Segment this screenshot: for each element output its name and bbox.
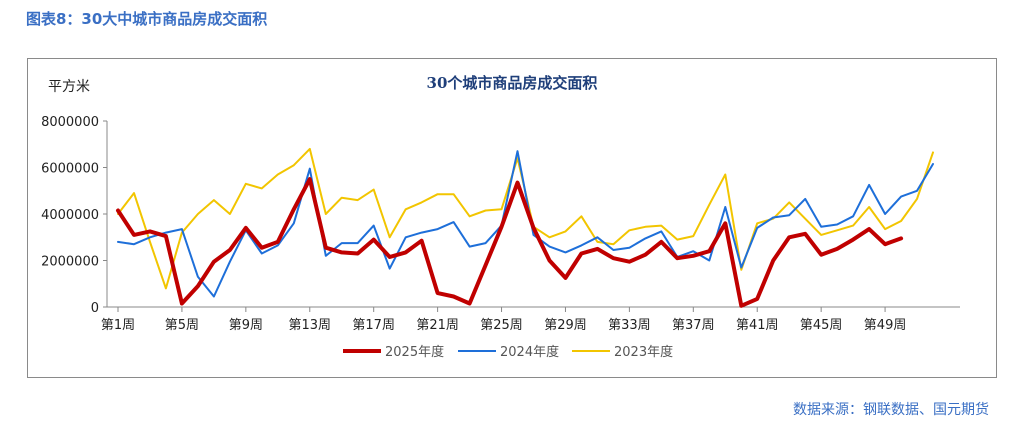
x-tick-label: 第17周: [352, 318, 395, 333]
y-tick-label: 2000000: [41, 255, 99, 270]
series-line-2024年度: [117, 150, 934, 298]
x-tick-label: 第21周: [416, 318, 459, 333]
x-tick-label: 第1周: [101, 318, 135, 333]
series-line-2023年度: [117, 147, 934, 290]
x-tick-label: 第25周: [480, 318, 523, 333]
x-tick-label: 第13周: [288, 318, 331, 333]
figure-title: 图表8：30大中城市商品房成交面积: [26, 10, 268, 28]
legend-label: 2023年度: [614, 344, 673, 360]
chart-title: 30个城市商品房成交面积: [427, 74, 598, 92]
legend-label: 2025年度: [385, 344, 444, 360]
data-source-note: 数据来源：钢联数据、国元期货: [793, 402, 989, 418]
x-tick-label: 第41周: [736, 318, 779, 333]
series-line-2025年度: [116, 177, 904, 308]
x-tick-label: 第37周: [672, 318, 715, 333]
x-tick-label: 第5周: [165, 318, 199, 333]
x-tick-label: 第33周: [608, 318, 651, 333]
y-axis-unit-label: 平方米: [48, 79, 90, 95]
x-tick-label: 第45周: [800, 318, 843, 333]
y-tick-label: 8000000: [41, 115, 99, 130]
x-tick-label: 第29周: [544, 318, 587, 333]
y-tick-label: 0: [91, 301, 99, 316]
chart-frame: [27, 58, 997, 378]
y-tick-label: 4000000: [41, 208, 99, 223]
x-tick-label: 第9周: [229, 318, 263, 333]
y-tick-label: 6000000: [41, 162, 99, 177]
x-tick-label: 第49周: [864, 318, 907, 333]
legend-label: 2024年度: [500, 344, 559, 360]
